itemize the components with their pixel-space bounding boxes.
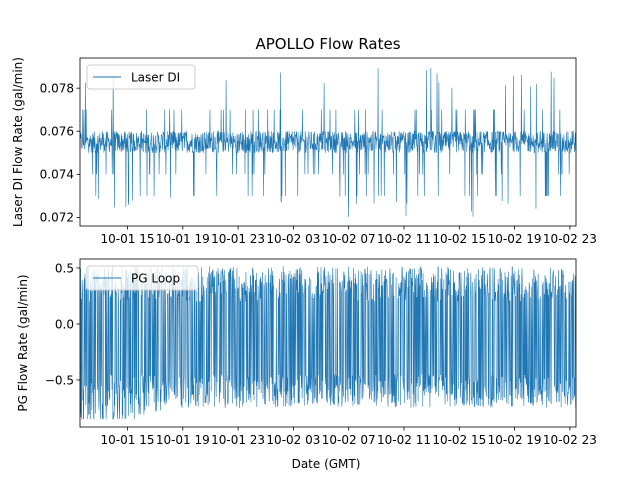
chart-title: APOLLO Flow Rates bbox=[255, 35, 400, 53]
laser-di-x-tick-label: 10-01 23 bbox=[211, 232, 265, 246]
pg-loop-x-tick-label: 10-01 19 bbox=[156, 433, 210, 447]
pg-loop-x-axis: 10-01 15 10-01 19 10-01 23 10-02 03 10-02 07… bbox=[101, 427, 597, 447]
laser-di-x-tick-label: 10-02 11 bbox=[377, 232, 431, 246]
pg-loop-series-path bbox=[79, 265, 577, 420]
laser-di-y-tick-label: 0.078 bbox=[40, 81, 74, 95]
laser-di-y-tick-label: 0.074 bbox=[40, 168, 74, 182]
laser-di-x-axis: 10-01 15 10-01 19 10-01 23 10-02 03 10-02 07… bbox=[101, 226, 597, 246]
laser-di-x-tick-label: 10-02 23 bbox=[543, 232, 597, 246]
laser-di-series-line bbox=[79, 68, 577, 217]
pg-loop-series-line bbox=[79, 265, 577, 420]
x-axis-label: Date (GMT) bbox=[292, 457, 361, 471]
pg-loop-legend-label: PG Loop bbox=[131, 272, 180, 286]
pg-loop-x-tick-label: 10-02 15 bbox=[432, 433, 486, 447]
laser-di-x-tick-label: 10-02 15 bbox=[432, 232, 486, 246]
pg-loop-y-tick-label: 0.0 bbox=[55, 317, 74, 331]
laser-di-plot-frame bbox=[79, 57, 577, 227]
laser-di-y-axis-label: Laser DI Flow Rate (gal/min) bbox=[11, 57, 25, 227]
pg-loop-y-axis-label: PG Flow Rate (gal/min) bbox=[16, 274, 30, 411]
pg-loop-x-tick-label: 10-02 19 bbox=[488, 433, 542, 447]
pg-loop-y-axis: −0.5 0.0 0.5 bbox=[45, 261, 80, 387]
laser-di-legend-box bbox=[86, 64, 196, 90]
laser-di-y-axis: 0.072 0.074 0.076 0.078 bbox=[40, 81, 80, 225]
pg-loop-x-tick-label: 10-02 11 bbox=[377, 433, 431, 447]
pg-loop-x-tick-label: 10-02 03 bbox=[266, 433, 320, 447]
laser-di-x-tick-label: 10-01 19 bbox=[156, 232, 210, 246]
pg-loop-plot-frame bbox=[79, 258, 577, 428]
pg-loop-legend-box bbox=[86, 265, 199, 291]
pg-loop-y-tick-label: −0.5 bbox=[45, 373, 74, 387]
pg-loop-legend: PG Loop bbox=[86, 265, 199, 291]
pg-loop-x-tick-label: 10-02 23 bbox=[543, 433, 597, 447]
pg-loop-x-tick-label: 10-01 23 bbox=[211, 433, 265, 447]
laser-di-x-tick-label: 10-02 19 bbox=[488, 232, 542, 246]
laser-di-y-tick-label: 0.072 bbox=[40, 211, 74, 225]
laser-di-legend-label: Laser DI bbox=[131, 71, 180, 85]
laser-di-legend: Laser DI bbox=[86, 64, 196, 90]
laser-di-y-tick-label: 0.076 bbox=[40, 125, 74, 139]
laser-di-x-tick-label: 10-02 07 bbox=[322, 232, 376, 246]
pg-loop-y-tick-label: 0.5 bbox=[55, 261, 74, 275]
laser-di-x-tick-label: 10-01 15 bbox=[101, 232, 155, 246]
pg-loop-panel: −0.50.00.5 10-01 15 10-01 19 10-01 23 10-02… bbox=[16, 258, 597, 471]
pg-loop-x-tick-label: 10-02 07 bbox=[322, 433, 376, 447]
pg-loop-x-tick-label: 10-01 15 bbox=[101, 433, 155, 447]
laser-di-x-tick-label: 10-02 03 bbox=[266, 232, 320, 246]
laser-di-series-path bbox=[79, 68, 577, 217]
